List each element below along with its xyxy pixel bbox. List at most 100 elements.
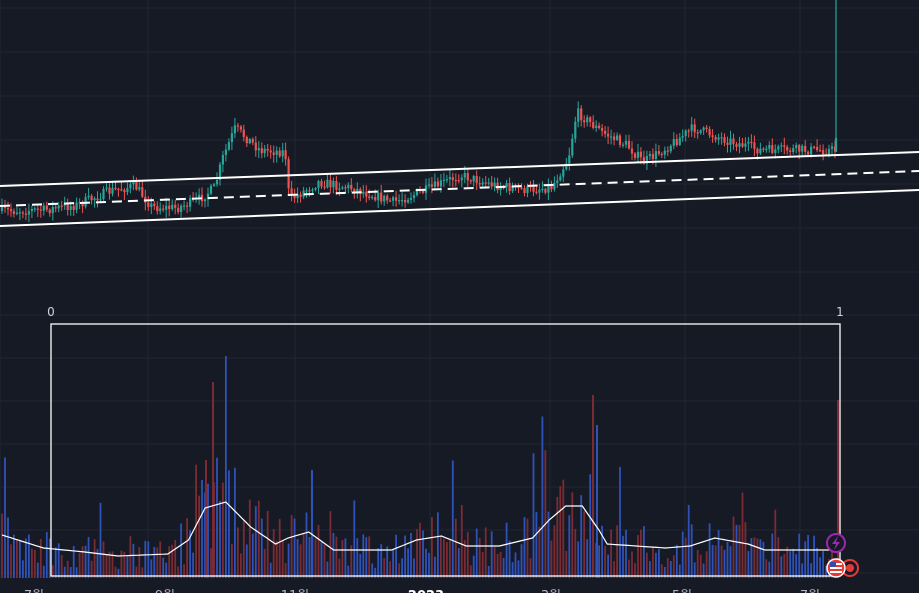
volume-bar [672, 555, 675, 578]
volume-bar [240, 553, 242, 578]
candle-body [198, 194, 201, 198]
volume-bar [231, 543, 233, 578]
channel-middle-line[interactable] [0, 170, 919, 207]
candle-body [374, 197, 377, 201]
candle-body [705, 127, 708, 129]
candle-body [469, 180, 472, 182]
candle-body [81, 202, 84, 207]
candlestick-series [0, 0, 838, 222]
us-flag-icon[interactable] [826, 558, 846, 578]
candle-body [717, 137, 720, 140]
volume-bar [619, 466, 621, 578]
candle-body [150, 203, 153, 207]
measure-box[interactable]: 0 1 [47, 305, 844, 577]
volume-bar [613, 561, 615, 578]
volume-bar [687, 505, 690, 578]
volume-bar [117, 568, 120, 578]
candle-body [147, 202, 150, 207]
volume-bar [293, 518, 296, 578]
candle-body [621, 144, 625, 146]
volume-bar [111, 551, 114, 578]
volume-bar [105, 553, 108, 578]
volume-bar [284, 563, 287, 578]
volume-bar [434, 556, 436, 578]
lightning-icon[interactable] [826, 533, 846, 553]
volume-bar [165, 562, 168, 578]
candle-body [624, 141, 628, 145]
volume-bar [822, 551, 824, 578]
candle-body [819, 150, 822, 152]
candle-body [580, 108, 583, 121]
volume-bar [36, 562, 39, 578]
candle-body [335, 181, 338, 190]
candle-body [180, 205, 183, 212]
volume-bar [159, 541, 162, 578]
volume-bar [302, 532, 305, 578]
volume-bar [759, 539, 762, 578]
volume-bar [768, 561, 771, 578]
candle-body [789, 150, 792, 152]
candle-body [454, 180, 457, 182]
candle-body [87, 195, 90, 198]
event-stack-icon[interactable] [841, 559, 859, 577]
volume-bar [535, 511, 538, 578]
volume-bar [598, 545, 600, 578]
volume-bar [816, 547, 818, 578]
volume-bar [359, 554, 362, 578]
volume-bar [69, 567, 72, 578]
candle-body [759, 148, 762, 154]
candle-body [212, 184, 216, 186]
candle-body [499, 187, 502, 190]
candle-body [547, 185, 550, 193]
candle-body [610, 136, 613, 138]
box-right-label: 1 [836, 305, 844, 319]
volume-bar [596, 425, 598, 578]
volume-bar [580, 495, 583, 578]
candle-body [159, 208, 162, 211]
volume-bar [132, 543, 135, 578]
candle-body [284, 150, 287, 160]
candle-body [398, 200, 401, 202]
volume-bar [84, 545, 87, 578]
candle-body [457, 180, 460, 182]
candle-body [275, 150, 278, 155]
volume-bar [272, 529, 275, 578]
volume-bar [714, 545, 717, 578]
candle-body [535, 191, 538, 193]
event-markers[interactable] [826, 533, 859, 578]
volume-bar [377, 548, 380, 578]
parallel-channel[interactable] [0, 151, 919, 227]
volume-bar [102, 541, 105, 578]
candle-body [738, 143, 741, 147]
volume-bar [702, 563, 705, 578]
volume-bar [505, 522, 508, 578]
candle-body [371, 197, 374, 199]
volume-bar [589, 474, 592, 578]
candle-body [135, 181, 138, 190]
candle-body [735, 144, 738, 147]
candle-body [302, 190, 305, 197]
volume-bar [478, 538, 481, 578]
channel-lower-line[interactable] [0, 189, 919, 227]
volume-bar [451, 460, 454, 578]
volume-bar [275, 540, 278, 578]
volume-bar [502, 557, 505, 578]
candle-body [36, 208, 39, 210]
volume-bar [658, 549, 660, 578]
candle-body [678, 137, 681, 145]
volume-bar [126, 556, 129, 578]
volume-bar [93, 539, 96, 578]
volume-bar [386, 546, 389, 578]
candle-body [239, 126, 242, 130]
candle-body [592, 122, 595, 128]
candle-body [141, 187, 144, 197]
candle-body [472, 176, 475, 182]
candle-body [636, 151, 640, 158]
candle-body [200, 194, 204, 202]
measure-box-rect[interactable] [50, 323, 841, 577]
volume-bar [25, 538, 27, 578]
candle-body [484, 182, 487, 184]
channel-upper-line[interactable] [0, 151, 919, 187]
volume-bar [228, 470, 230, 578]
